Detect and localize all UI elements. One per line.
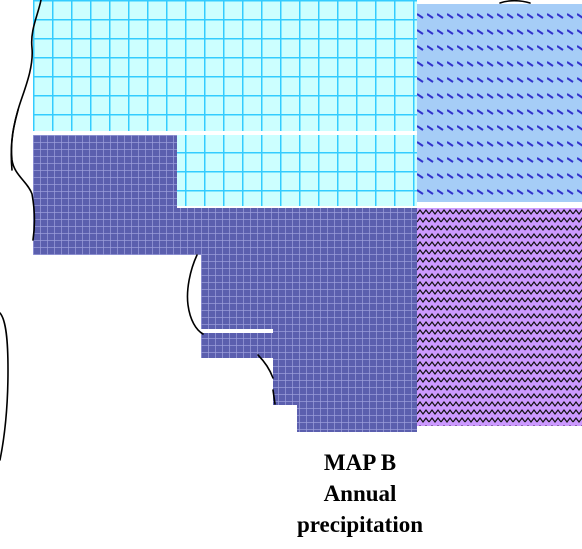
region-lavender-zigzag (417, 208, 582, 426)
map-subtitle-line2: precipitation (296, 512, 424, 537)
region-dark-blue-small-grid (33, 135, 417, 432)
region-light-cyan-grid (33, 0, 417, 206)
region-light-blue-diagonal (417, 4, 582, 202)
map-title: MAP B (323, 450, 397, 475)
map-subtitle-line1: Annual (323, 481, 397, 506)
coastline (0, 0, 531, 461)
map-caption: MAP B Annual precipitation (250, 447, 470, 540)
